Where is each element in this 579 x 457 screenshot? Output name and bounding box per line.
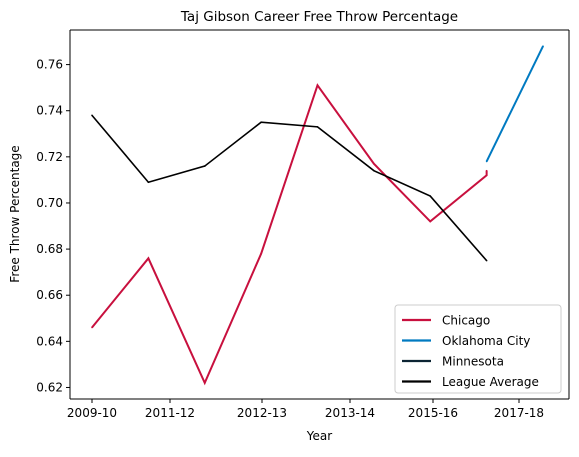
x-axis-ticks: 2009-10 2011-12 2012-13 2013-14 2015-16 2017-…	[67, 399, 544, 420]
y-tick-label: 0.70	[36, 196, 63, 210]
data-point-league-average	[203, 165, 206, 167]
data-point-league-average	[485, 259, 488, 262]
data-point-chicago	[485, 169, 488, 172]
x-tick-label: 2011-12	[145, 406, 195, 420]
data-point-chicago	[316, 84, 319, 87]
data-point-chicago	[429, 220, 432, 223]
chart-title: Taj Gibson Career Free Throw Percentage	[180, 9, 458, 25]
data-point-chicago	[147, 257, 150, 260]
data-point-chicago	[373, 162, 375, 165]
data-point-league-average	[316, 126, 319, 128]
y-tick-label: 0.64	[36, 334, 63, 348]
y-axis-label: Free Throw Percentage	[8, 145, 22, 282]
x-tick-label: 2017-18	[494, 406, 544, 420]
data-point-chicago	[203, 382, 206, 384]
x-tick-label: 2013-14	[325, 406, 375, 420]
y-axis-ticks: 0.62 0.64 0.66 0.68 0.70 0.72 0.74 0.76	[36, 58, 70, 394]
legend-label: League Average	[442, 375, 539, 389]
x-tick-label: 2015-16	[408, 406, 458, 420]
data-point-league-average	[429, 195, 432, 197]
legend-label: Oklahoma City	[442, 334, 530, 348]
data-point-league-average	[147, 181, 150, 184]
x-tick-label: 2012-13	[237, 406, 287, 420]
series-layer	[91, 45, 544, 386]
data-point-league-average	[373, 169, 375, 172]
data-point-chicago	[91, 326, 93, 329]
data-point-oklahoma-city	[485, 160, 488, 163]
legend-box	[394, 304, 562, 394]
series-line-oklahoma-city	[485, 45, 544, 162]
data-point-league-average	[91, 114, 93, 117]
y-tick-label: 0.76	[36, 58, 63, 72]
data-point-oklahoma-city	[542, 45, 544, 47]
y-tick-label: 0.74	[36, 104, 63, 118]
data-point-chicago	[485, 174, 488, 177]
y-tick-label: 0.66	[36, 288, 63, 302]
data-point-league-average	[260, 121, 262, 124]
y-tick-label: 0.68	[36, 242, 63, 256]
data-point-chicago	[260, 252, 262, 255]
x-tick-label: 2009-10	[67, 406, 117, 420]
y-tick-label: 0.62	[36, 380, 63, 394]
legend: Chicago Oklahoma City Minnesota League Aver…	[394, 304, 562, 394]
legend-label: Minnesota	[442, 355, 504, 369]
x-axis-label: Year	[306, 429, 332, 443]
legend-label: Chicago	[442, 314, 490, 328]
y-tick-label: 0.72	[36, 150, 63, 164]
series-line-league-average	[91, 114, 488, 262]
